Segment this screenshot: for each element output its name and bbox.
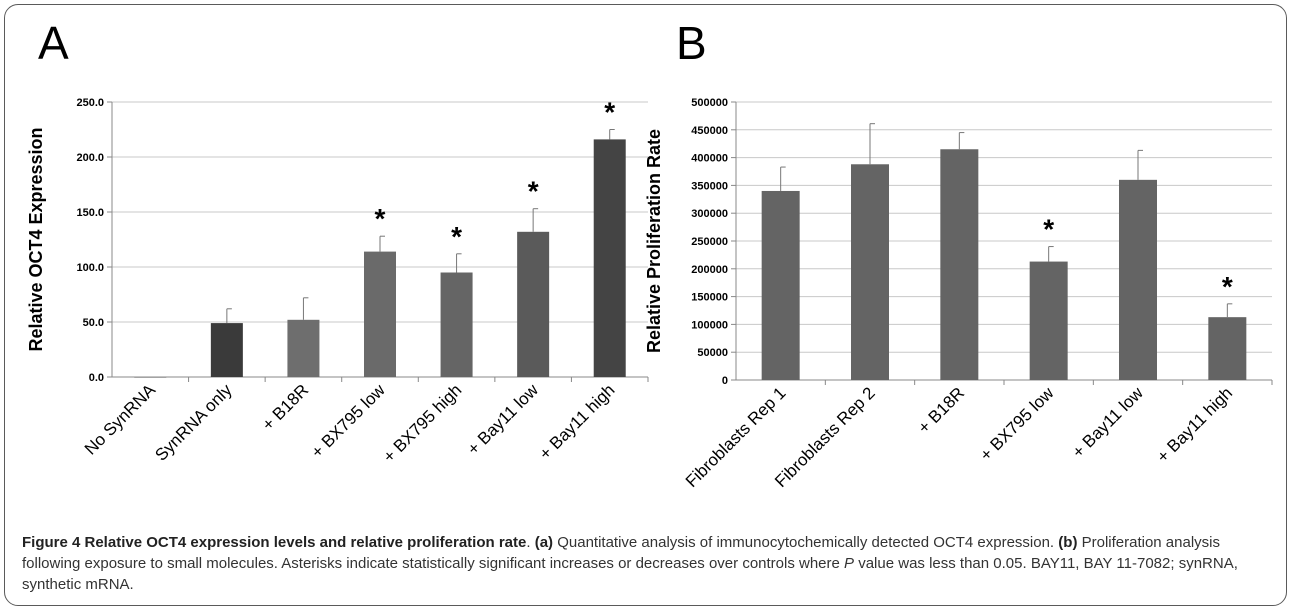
y-tick-label: 100.0 (76, 262, 104, 274)
significance-asterisk: * (451, 221, 462, 252)
figure-caption: Figure 4 Relative OCT4 expression levels… (22, 532, 1272, 595)
caption-b-tag: (b) (1058, 534, 1078, 551)
bar (210, 323, 243, 377)
panel-b-label: B (676, 17, 707, 69)
bar (440, 272, 473, 377)
bar (851, 164, 889, 380)
y-tick-label: 250.0 (76, 97, 104, 109)
y-tick-label: 350000 (691, 180, 728, 192)
category-label: + BX795 high (379, 380, 465, 466)
chart-a-oct4-expression: 0.0 50.0 100.0 150.0 200.0 250.0 No SynRNASynR… (26, 97, 649, 466)
y-tick-label: 50000 (697, 347, 728, 359)
bar (940, 149, 979, 380)
bar (593, 139, 626, 377)
bar (517, 231, 550, 377)
y-tick-label: 200.0 (76, 152, 104, 164)
caption-title: Figure 4 Relative OCT4 expression levels… (22, 534, 527, 551)
category-label: + Bay11 high (1153, 383, 1236, 466)
bar (1208, 317, 1247, 380)
y-tick-label: 500000 (691, 97, 728, 109)
category-label: Fibroblasts Rep 2 (771, 383, 879, 491)
category-label: + BX795 low (308, 380, 390, 462)
bar (287, 319, 320, 377)
significance-asterisk: * (528, 176, 539, 207)
y-tick-label: 100000 (691, 319, 728, 331)
bar (134, 377, 167, 378)
y-tick-label: 250000 (691, 236, 728, 248)
y-tick-label: 50.0 (83, 317, 104, 329)
bar (1029, 261, 1068, 380)
significance-asterisk: * (604, 97, 615, 128)
caption-period: . (526, 534, 535, 551)
y-tick-label: 0.0 (89, 372, 104, 384)
bar (1119, 179, 1157, 380)
caption-p-symbol: P (844, 555, 855, 572)
y-tick-label: 0 (722, 375, 728, 387)
figure-frame (4, 4, 1287, 606)
y-tick-label: 400000 (691, 153, 728, 165)
y-tick-label: 450000 (691, 125, 728, 137)
y-axis-title: Relative OCT4 Expression (26, 127, 46, 351)
y-tick-label: 300000 (691, 208, 728, 220)
bar (364, 251, 396, 377)
category-label: + BX795 low (976, 383, 1058, 465)
panel-a-label: A (38, 17, 69, 69)
caption-b-text: Proliferation analysis following exposur… (22, 534, 1221, 572)
caption-tail: value was less than 0.05. BAY11, BAY 11-… (22, 555, 1238, 593)
category-label: + Bay11 low (464, 380, 543, 459)
category-label: + B18R (914, 383, 968, 437)
category-label: SynRNA only (151, 380, 236, 465)
y-tick-label: 200000 (691, 264, 728, 276)
y-tick-label: 150.0 (76, 207, 104, 219)
y-tick-label: 150000 (691, 292, 728, 304)
significance-asterisk: * (1043, 214, 1054, 245)
category-label: No SynRNA (81, 380, 160, 459)
bar (761, 190, 800, 380)
chart-b-proliferation-rate: 0 50000 100000 150000 200000 250000 300000 3500… (644, 97, 1273, 491)
y-axis-title: Relative Proliferation Rate (644, 129, 664, 353)
category-label: + Bay11 low (1068, 383, 1147, 462)
category-label: + Bay11 high (535, 380, 618, 463)
significance-asterisk: * (1222, 271, 1233, 302)
significance-asterisk: * (375, 203, 386, 234)
category-label: + B18R (258, 380, 312, 434)
caption-a-text: Quantitative analysis of immunocytochemi… (553, 534, 1059, 551)
caption-a-tag: (a) (534, 534, 554, 551)
